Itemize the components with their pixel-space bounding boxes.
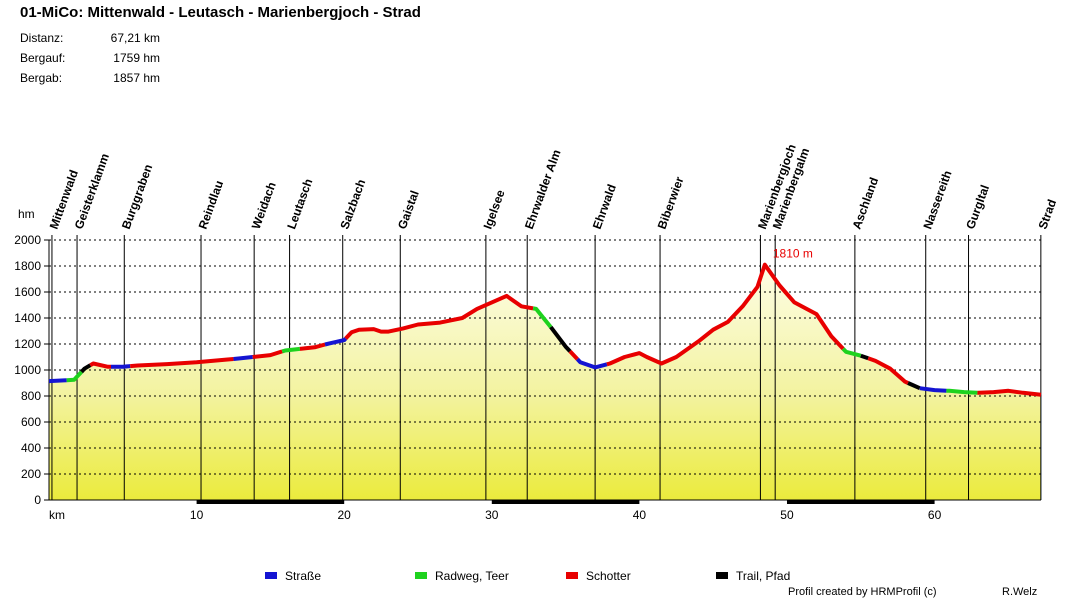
profile-segment [233,355,253,361]
x-tick-label: 60 [928,508,942,522]
x-tick-label: 20 [338,508,352,522]
profile-segment [281,346,301,354]
stat-descent-value: 1857 hm [113,71,160,85]
profile-segment [549,325,572,353]
profile-segment [252,349,283,359]
profile-segment [111,364,131,369]
profile-segment [575,357,608,370]
waypoint-label: Igelsee [481,188,508,231]
profile-segment [130,357,234,369]
y-tick-label: 600 [21,415,41,429]
legend-swatch [415,572,427,579]
y-tick-label: 2000 [14,233,41,247]
waypoint-label: Ehrwald [590,182,619,231]
profile-segment [48,378,67,384]
legend-label: Radweg, Teer [435,569,509,583]
profile-segment [568,349,579,361]
waypoint-label: Biberwier [655,175,687,231]
waypoint-label: Geisterklamm [72,152,112,231]
waypoint-label: Reindlau [196,179,226,231]
profile-segment [946,388,978,395]
legend-label: Trail, Pfad [736,569,790,583]
waypoint-label: Leutasch [284,177,315,231]
stat-ascent-label: Bergauf: [20,51,66,65]
profile-segment [860,353,869,361]
profile-segment [867,356,909,385]
x-tick-label: 50 [780,508,794,522]
legend-swatch [265,572,277,579]
y-tick-label: 1600 [14,285,41,299]
profile-segment [919,386,947,393]
x-axis-bar-block [196,500,345,504]
waypoint-label: Ehrwalder Alm [522,148,564,231]
profile-segment [907,381,921,391]
x-axis-bar-block [491,500,640,504]
profile-title: 01-MiCo: Mittenwald - Leutasch - Marienb… [20,4,421,21]
legend-swatch [566,572,578,579]
x-tick-label: 10 [190,508,204,522]
x-tick-label: 30 [485,508,499,522]
y-axis-label: hm [18,207,35,221]
profile-segment [324,337,348,347]
x-tick-label: 40 [633,508,647,522]
stat-distance-label: Distanz: [20,31,64,45]
profile-segment [80,363,92,374]
waypoint-label: Gaistal [395,189,422,231]
author-text: R.Welz [1002,586,1038,598]
profile-segment [841,347,862,358]
waypoint-label: Aschland [850,175,882,231]
legend-label: Straße [285,569,321,583]
stat-ascent: Bergauf: 1759 hm [20,51,160,65]
profile-segment [606,262,845,367]
x-axis-bar-block [786,500,935,504]
credit-text: Profil created by HRMProfil (c) [788,586,937,598]
y-tick-label: 0 [34,493,41,507]
stat-descent: Bergab: 1857 hm [20,71,160,85]
waypoint-label: Gurgltal [963,183,992,231]
x-axis-label: km [49,508,65,522]
y-tick-label: 1000 [14,363,41,377]
profile-segment [299,342,326,351]
y-tick-label: 1400 [14,311,41,325]
y-tick-label: 1800 [14,259,41,273]
y-tick-label: 1200 [14,337,41,351]
max-elevation-label: 1810 m [773,247,813,261]
waypoint-label: Burggraben [119,162,155,231]
waypoint-label: Salzbach [337,177,368,231]
profile-segment [66,370,83,383]
waypoint-label: Nassereith [920,169,954,231]
stat-distance: Distanz: 67,21 km [20,31,160,45]
legend-swatch [716,572,728,579]
stat-descent-label: Bergab: [20,71,63,85]
y-tick-label: 800 [21,389,41,403]
y-tick-label: 400 [21,441,41,455]
profile-segment [344,293,534,340]
waypoint-label: Strad [1036,197,1060,231]
stat-ascent-value: 1759 hm [113,51,160,65]
profile-area [49,264,1041,500]
legend-label: Schotter [586,569,631,583]
profile-segment [532,306,553,329]
profile-segment [976,388,1042,397]
y-tick-label: 200 [21,467,41,481]
profile-segment [89,361,111,369]
stat-distance-value: 67,21 km [110,31,160,45]
waypoint-label: Weidach [249,180,279,231]
